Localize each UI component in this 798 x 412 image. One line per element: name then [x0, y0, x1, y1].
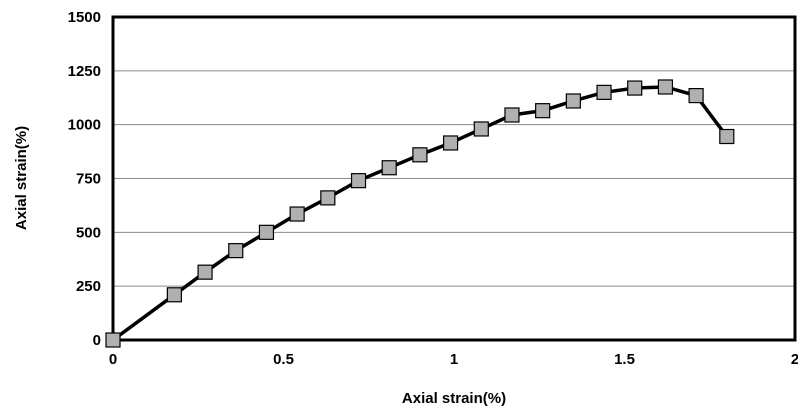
- y-tick-label: 1500: [68, 9, 101, 26]
- x-axis-title: Axial strain(%): [402, 390, 506, 407]
- x-tick-label: 1.5: [614, 351, 635, 368]
- y-tick-label: 500: [76, 224, 101, 241]
- plot-area-frame: [111, 15, 797, 342]
- gridlines: [113, 70, 795, 287]
- x-tick-labels: 0 0.5 1 1.5 2: [109, 351, 798, 368]
- data-point-marker: [535, 103, 551, 119]
- data-point-marker: [412, 147, 428, 163]
- y-tick-label: 1250: [68, 63, 101, 80]
- y-tick-label: 1000: [68, 117, 101, 134]
- data-point-marker: [442, 135, 459, 151]
- data-point-marker: [105, 332, 121, 348]
- data-point-marker: [657, 79, 674, 95]
- y-tick-label: 750: [76, 171, 101, 188]
- data-point-marker: [228, 243, 244, 259]
- y-tick-label: 250: [76, 278, 101, 295]
- data-point-marker: [350, 173, 367, 189]
- y-tick-label: 0: [93, 332, 101, 349]
- data-point-marker: [381, 160, 397, 176]
- data-point-marker: [596, 84, 612, 100]
- data-point-marker: [719, 128, 735, 145]
- x-tick-label: 0: [109, 351, 117, 368]
- x-tick-label: 0.5: [273, 351, 294, 368]
- data-point-marker: [504, 107, 520, 123]
- data-point-marker: [320, 190, 336, 206]
- data-series: [105, 79, 735, 348]
- y-axis-title: Axial strain(%): [13, 126, 30, 230]
- data-point-marker: [166, 287, 182, 303]
- data-point-marker: [627, 80, 643, 96]
- data-point-marker: [473, 121, 489, 137]
- y-tick-labels: 0 250 500 750 1000 1250 1500: [68, 9, 101, 349]
- x-tick-label: 1: [450, 351, 458, 368]
- data-point-marker: [258, 224, 275, 240]
- data-point-marker: [565, 93, 581, 109]
- data-point-marker: [289, 206, 305, 222]
- data-point-marker: [197, 264, 213, 280]
- x-tick-label: 2: [791, 351, 798, 368]
- data-point-marker: [688, 87, 704, 104]
